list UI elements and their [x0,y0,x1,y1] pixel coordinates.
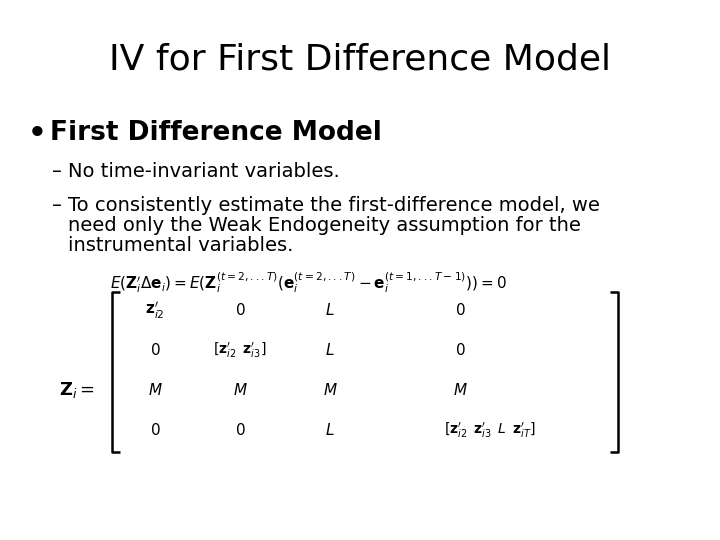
Text: need only the Weak Endogeneity assumption for the: need only the Weak Endogeneity assumptio… [68,216,581,235]
Text: $0$: $0$ [235,302,246,318]
Text: $L$: $L$ [325,342,335,358]
Text: $\mathbf{z}_{i2}'$: $\mathbf{z}_{i2}'$ [145,300,165,321]
Text: $0$: $0$ [455,302,465,318]
Text: $\left[\mathbf{z}_{i2}'\enspace \mathbf{z}_{i3}'\enspace L\enspace \mathbf{z}_{i: $\left[\mathbf{z}_{i2}'\enspace \mathbf{… [444,421,536,440]
Text: No time-invariant variables.: No time-invariant variables. [68,162,340,181]
Text: $L$: $L$ [325,302,335,318]
Text: $E(\mathbf{Z}_i'\Delta\mathbf{e}_i) = E(\mathbf{Z}_i^{(t=2,...T)}(\mathbf{e}_i^{: $E(\mathbf{Z}_i'\Delta\mathbf{e}_i) = E(… [110,270,507,295]
Text: –: – [52,196,62,215]
Text: To consistently estimate the first-difference model, we: To consistently estimate the first-diffe… [68,196,600,215]
Text: $\left[\mathbf{z}_{i2}'\enspace \mathbf{z}_{i3}'\right]$: $\left[\mathbf{z}_{i2}'\enspace \mathbf{… [213,340,266,360]
Text: First Difference Model: First Difference Model [50,120,382,146]
Text: $M$: $M$ [453,382,467,398]
Text: $M$: $M$ [148,382,163,398]
Text: $L$: $L$ [325,422,335,438]
Text: •: • [28,120,47,148]
Text: $0$: $0$ [150,342,161,358]
Text: IV for First Difference Model: IV for First Difference Model [109,43,611,77]
Text: $0$: $0$ [455,342,465,358]
Text: $0$: $0$ [235,422,246,438]
Text: instrumental variables.: instrumental variables. [68,236,293,255]
Text: $\mathbf{Z}_i =$: $\mathbf{Z}_i =$ [59,380,95,400]
Text: $0$: $0$ [150,422,161,438]
Text: $M$: $M$ [323,382,338,398]
Text: $M$: $M$ [233,382,248,398]
Text: –: – [52,162,62,181]
